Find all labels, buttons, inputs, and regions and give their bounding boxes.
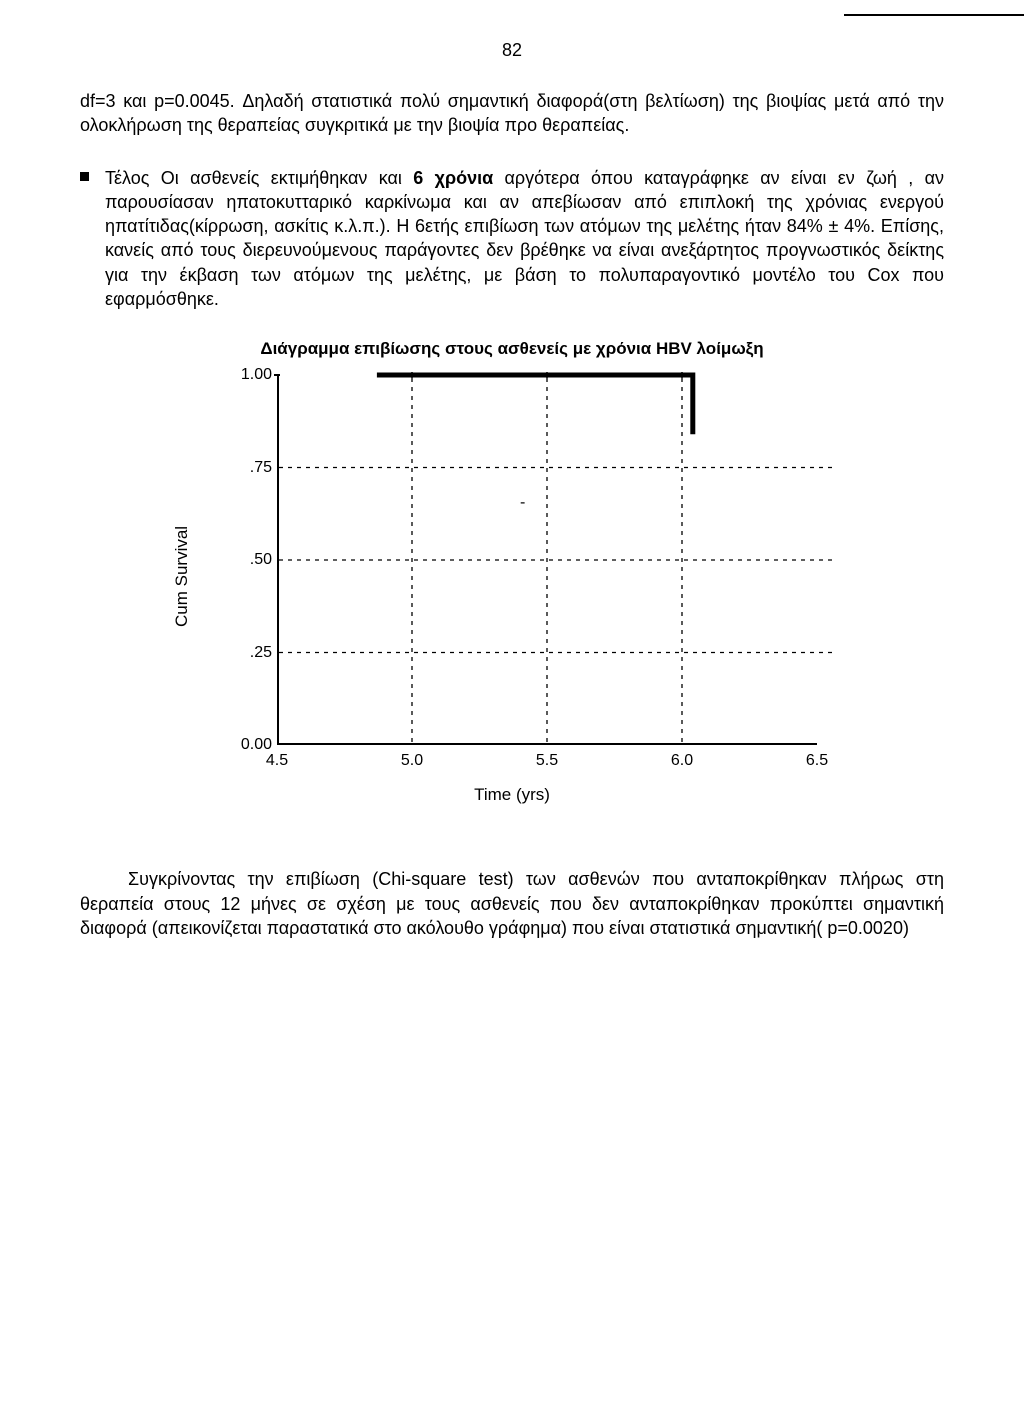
bullet-bold: 6 χρόνια (413, 168, 493, 188)
header-rule (844, 14, 1024, 16)
x-tick-label: 6.5 (806, 752, 828, 770)
chart-title: Διάγραμμα επιβίωσης στους ασθενείς με χρ… (80, 339, 944, 359)
y-tick-label: .50 (250, 551, 272, 569)
y-axis-label: Cum Survival (172, 526, 192, 627)
paragraph-1: df=3 και p=0.0045. Δηλαδή στατιστικά πολ… (80, 89, 944, 138)
x-axis-label: Time (yrs) (474, 785, 550, 805)
x-tick-label: 6.0 (671, 752, 693, 770)
stray-mark: - (520, 494, 525, 512)
plot-svg (277, 375, 817, 745)
y-tick-label: .25 (250, 644, 272, 662)
bullet-post: αργότερα όπου καταγράφηκε αν είναι εν ζω… (105, 168, 944, 309)
y-tick-label: 1.00 (241, 366, 272, 384)
bullet-text: Τέλος Οι ασθενείς εκτιμήθηκαν και 6 χρόν… (105, 166, 944, 312)
y-tick-mark (274, 374, 280, 376)
x-tick-label: 4.5 (266, 752, 288, 770)
x-tick-label: 5.0 (401, 752, 423, 770)
paragraph-2: Συγκρίνοντας την επιβίωση (Chi-square te… (80, 867, 944, 940)
bullet-item: Τέλος Οι ασθενείς εκτιμήθηκαν και 6 χρόν… (80, 166, 944, 312)
survival-chart: Cum Survival Time (yrs) 1.00.75.50.250.0… (172, 367, 852, 807)
survival-curve (377, 375, 693, 434)
gridlines (279, 372, 837, 745)
x-tick-label: 5.5 (536, 752, 558, 770)
document-page: 82 df=3 και p=0.0045. Δηλαδή στατιστικά … (0, 0, 1024, 1418)
page-number: 82 (80, 40, 944, 61)
bullet-square-icon (80, 172, 89, 181)
bullet-pre: Τέλος Οι ασθενείς εκτιμήθηκαν και (105, 168, 413, 188)
y-tick-label: .75 (250, 459, 272, 477)
